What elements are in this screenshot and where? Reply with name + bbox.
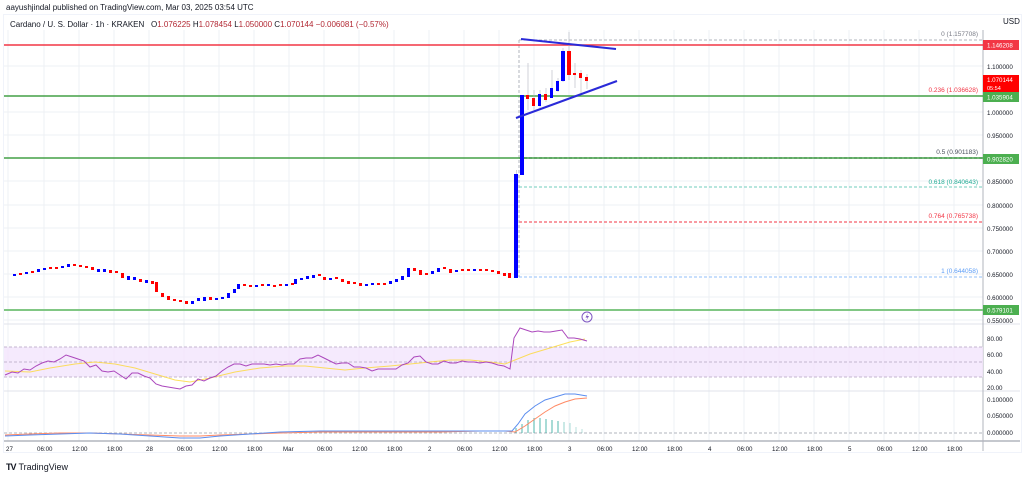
fib-labels: 0 (1.157708) 0.236 (1.036628) 0.5 (0.901…: [928, 31, 978, 275]
time-tick: 12:00: [632, 446, 648, 453]
lightning-alert-icon[interactable]: [581, 311, 593, 323]
macd-tick: 0.100000: [987, 397, 1013, 404]
fib-label-0764: 0.764 (0.765738): [928, 213, 978, 220]
fib-label-0: 0 (1.157708): [941, 31, 978, 38]
macd-tick: 0.050000: [987, 413, 1013, 420]
tradingview-brand[interactable]: TV TradingView: [6, 462, 68, 472]
time-tick: 12:00: [72, 446, 88, 453]
time-tick: 06:00: [37, 446, 53, 453]
price-axis-ticks: 1.100000 1.000000 0.950000 0.850000 0.80…: [987, 64, 1013, 325]
time-tick: 4: [708, 446, 712, 453]
time-tick: 12:00: [492, 446, 508, 453]
price-tick: 0.650000: [987, 272, 1013, 279]
time-tick: 06:00: [597, 446, 613, 453]
time-tick: 27: [6, 446, 13, 453]
chart-frame[interactable]: [3, 14, 1022, 453]
upper-trendline[interactable]: [520, 38, 617, 50]
bar-countdown: 05:54: [987, 86, 1001, 92]
rsi-tick: 60.00: [987, 352, 1003, 359]
low-value: 1.050000: [238, 20, 273, 29]
time-tick: 28: [146, 446, 153, 453]
low-label: L: [234, 20, 239, 29]
macd-line: [4, 393, 588, 439]
price-badges: 1.146208 1.070144 05:54 1.035904 0.90282…: [983, 40, 1019, 315]
horizontal-gridlines: [4, 65, 983, 321]
time-tick: 12:00: [212, 446, 228, 453]
time-tick: Mar: [283, 446, 294, 453]
ohlc-legend: Cardano / U. S. Dollar · 1h · KRAKEN O1.…: [10, 20, 389, 29]
price-tick: 0.950000: [987, 133, 1013, 140]
rsi-tick: 80.00: [987, 336, 1003, 343]
time-tick: 5: [848, 446, 852, 453]
time-tick: 06:00: [737, 446, 753, 453]
price-tick: 0.700000: [987, 249, 1013, 256]
time-tick: 3: [568, 446, 572, 453]
vertical-gridlines: [7, 30, 955, 441]
price-tick: 0.800000: [987, 203, 1013, 210]
tradingview-logo-icon: TV: [6, 462, 16, 472]
macd-tick: 0.000000: [987, 430, 1013, 437]
fib-label-0618: 0.618 (0.840643): [928, 179, 978, 186]
symbol-title: Cardano / U. S. Dollar · 1h · KRAKEN: [10, 20, 145, 29]
time-tick: 06:00: [317, 446, 333, 453]
signal-line: [4, 397, 588, 437]
time-tick: 18:00: [667, 446, 683, 453]
macd-histogram: [515, 418, 583, 433]
support-badge-2: 0.902820: [987, 157, 1013, 164]
currency-label[interactable]: USD: [1003, 17, 1020, 26]
fib-label-05: 0.5 (0.901183): [936, 149, 978, 156]
rsi-axis-ticks: 80.00 60.00 40.00 20.00: [987, 336, 1003, 392]
time-tick: 18:00: [107, 446, 123, 453]
time-tick: 18:00: [387, 446, 403, 453]
candlesticks: [13, 32, 618, 304]
fib-label-0236: 0.236 (1.036628): [928, 87, 978, 94]
time-tick: 18:00: [807, 446, 823, 453]
close-value: 1.070144: [280, 20, 314, 29]
support-badge-3: 0.579101: [987, 308, 1013, 315]
time-tick: 06:00: [457, 446, 473, 453]
rsi-ma-line: [4, 338, 586, 383]
brand-name: TradingView: [18, 462, 69, 472]
time-tick: 18:00: [527, 446, 543, 453]
support-badge-1: 1.035904: [987, 95, 1013, 102]
high-label: H: [192, 20, 199, 29]
high-value: 1.078454: [198, 20, 232, 29]
close-label: C: [274, 20, 281, 29]
macd-pane: [4, 393, 983, 439]
time-tick: 12:00: [912, 446, 928, 453]
resistance-badge: 1.146208: [987, 43, 1013, 50]
time-axis-labels: 27 06:00 12:00 18:00 28 06:00 12:00 18:0…: [6, 446, 963, 453]
fib-label-1: 1 (0.644058): [941, 268, 978, 275]
time-tick: 18:00: [947, 446, 963, 453]
rsi-tick: 20.00: [987, 385, 1003, 392]
macd-axis-ticks: 0.100000 0.050000 0.000000: [987, 397, 1013, 437]
open-label: O: [150, 20, 158, 29]
time-tick: 18:00: [247, 446, 263, 453]
time-tick: 2: [428, 446, 432, 453]
change-value: −0.006081 (−0.57%): [315, 20, 389, 29]
rsi-pane: [4, 327, 983, 390]
price-tick: 0.750000: [987, 226, 1013, 233]
candles-breakout: [514, 32, 588, 278]
price-tick: 0.600000: [987, 295, 1013, 302]
price-tick: 0.550000: [987, 318, 1013, 325]
price-tick: 1.100000: [987, 64, 1013, 71]
time-tick: 12:00: [352, 446, 368, 453]
time-tick: 06:00: [177, 446, 193, 453]
last-price-badge: 1.070144: [987, 77, 1013, 84]
publisher-caption: aayushjindal published on TradingView.co…: [6, 3, 254, 12]
rsi-line: [4, 327, 588, 390]
time-tick: 06:00: [877, 446, 893, 453]
candles-pre-spike: [13, 264, 511, 304]
price-tick: 0.850000: [987, 179, 1013, 186]
price-tick: 1.000000: [987, 110, 1013, 117]
lower-trendline[interactable]: [515, 80, 618, 119]
rsi-tick: 40.00: [987, 369, 1003, 376]
time-tick: 12:00: [772, 446, 788, 453]
open-value: 1.076225: [157, 20, 191, 29]
